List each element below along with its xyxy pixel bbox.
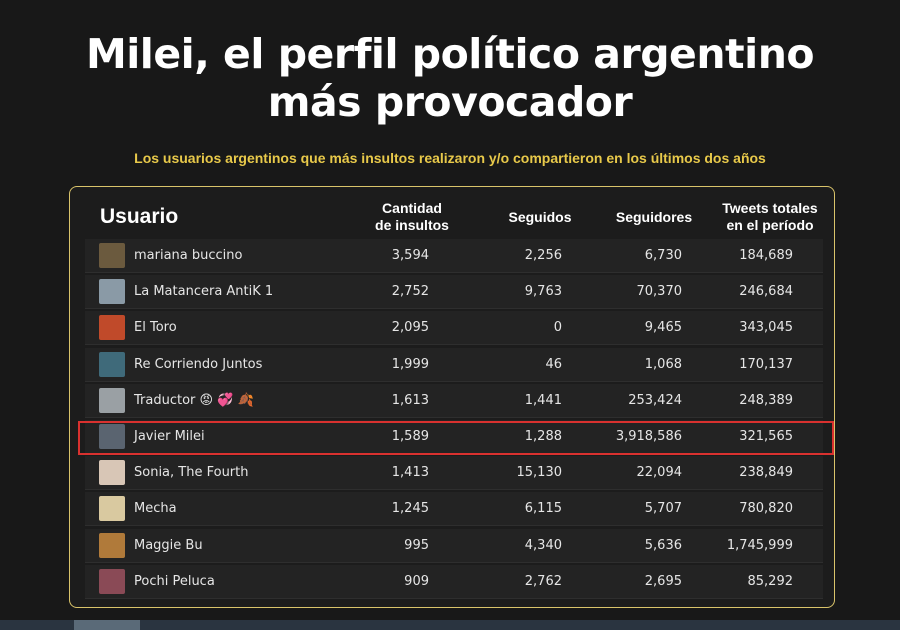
column-header-following: Seguidos [508, 209, 572, 225]
followers-cell: 70,370 [636, 284, 683, 300]
followers-cell: 5,707 [644, 501, 682, 517]
following-cell: 1,288 [524, 429, 562, 444]
following-cell: 1,441 [524, 392, 562, 408]
user-name: Maggie Bu [134, 537, 203, 553]
table-row: La Matancera AntiK 1 2,752 9,763 70,370 246,… [85, 275, 823, 310]
avatar [99, 351, 125, 377]
column-header-insults-line1: Cantidad [382, 200, 442, 216]
following-cell: 9,763 [524, 284, 562, 300]
avatar [99, 424, 125, 449]
followers-cell: 9,465 [644, 320, 682, 336]
insults-cell: 2,752 [391, 284, 429, 300]
column-header-user: Usuario [100, 205, 179, 228]
avatar [99, 387, 125, 413]
user-name: Javier Milei [134, 429, 205, 444]
table-row: Javier Milei 1,589 1,288 3,918,586 321,565 [85, 420, 823, 454]
table-row: mariana buccino 3,594 2,256 6,730 184,689 [85, 239, 823, 273]
avatar [99, 496, 125, 522]
user-name: Re Corriendo Juntos [134, 356, 263, 372]
insults-cell: 995 [404, 537, 429, 553]
insults-cell: 1,999 [391, 356, 429, 372]
table-row: Pochi Peluca 909 2,762 2,695 85,292 [85, 564, 823, 599]
following-cell: 2,256 [524, 248, 562, 263]
user-name: mariana buccino [134, 248, 243, 263]
following-cell: 2,762 [524, 573, 562, 589]
following-cell: 46 [545, 356, 562, 372]
tweets-cell: 321,565 [739, 429, 793, 444]
bottom-scrollbar[interactable] [0, 620, 900, 630]
followers-cell: 6,730 [644, 248, 682, 263]
followers-cell: 2,695 [644, 573, 682, 589]
column-header-tweets: Tweets totales en el período [708, 200, 832, 234]
following-cell: 15,130 [516, 465, 563, 481]
tweets-cell: 184,689 [739, 248, 793, 263]
avatar [99, 460, 125, 486]
following-cell: 4,340 [524, 537, 562, 553]
insults-cell: 3,594 [391, 248, 429, 263]
user-name: El Toro [134, 320, 177, 336]
user-name: Traductor 😡 💞 🍂 [134, 392, 254, 408]
tweets-cell: 1,745,999 [726, 537, 793, 553]
followers-cell: 1,068 [644, 356, 682, 372]
tweets-cell: 170,137 [739, 356, 793, 372]
user-name: Sonia, The Fourth [134, 465, 249, 481]
avatar [99, 315, 125, 341]
table-row: El Toro 2,095 0 9,465 343,045 [85, 311, 823, 346]
following-cell: 6,115 [524, 501, 562, 517]
table-row: Sonia, The Fourth 1,413 15,130 22,094 238,84… [85, 456, 823, 491]
title-line-1: Milei, el perfil político argentino [85, 30, 815, 78]
scrollbar-thumb[interactable] [74, 620, 140, 630]
insults-cell: 1,613 [391, 392, 429, 408]
column-header-followers: Seguidores [615, 209, 693, 225]
following-cell: 0 [553, 320, 562, 336]
title-line-2: más provocador [267, 78, 633, 126]
tweets-cell: 248,389 [739, 392, 793, 408]
tweets-cell: 246,684 [739, 284, 793, 300]
followers-cell: 22,094 [636, 465, 683, 481]
insults-cell: 909 [404, 573, 429, 589]
tweets-cell: 85,292 [747, 573, 794, 589]
avatar [99, 279, 125, 305]
column-header-tweets-line2: en el período [726, 217, 814, 233]
avatar [99, 532, 125, 558]
user-name: Mecha [134, 501, 177, 517]
avatar [99, 243, 125, 268]
insults-cell: 1,245 [391, 501, 429, 517]
user-name: La Matancera AntiK 1 [134, 284, 274, 300]
table-row: Mecha 1,245 6,115 5,707 780,820 [85, 492, 823, 527]
avatar [99, 568, 125, 594]
table-row: Traductor 😡 💞 🍂 1,613 1,441 253,424 248,389 [85, 383, 823, 418]
insults-cell: 1,413 [391, 465, 429, 481]
subtitle: Los usuarios argentinos que más insultos… [134, 150, 766, 166]
insults-cell: 2,095 [391, 320, 429, 336]
column-header-tweets-line1: Tweets totales [722, 200, 818, 216]
tweets-cell: 780,820 [739, 501, 793, 517]
followers-cell: 253,424 [628, 392, 682, 408]
tweets-cell: 343,045 [739, 320, 793, 336]
page-title: Milei, el perfil político argentino más … [0, 30, 900, 126]
insults-cell: 1,589 [391, 429, 429, 444]
followers-cell: 5,636 [644, 537, 682, 553]
table-row: Re Corriendo Juntos 1,999 46 1,068 170,137 [85, 347, 823, 382]
column-header-insults-line2: de insultos [375, 217, 449, 233]
tweets-cell: 238,849 [739, 465, 793, 481]
column-header-insults: Cantidad de insultos [352, 200, 472, 234]
table-row: Maggie Bu 995 4,340 5,636 1,745,999 [85, 528, 823, 563]
followers-cell: 3,918,586 [615, 429, 682, 444]
user-name: Pochi Peluca [134, 573, 215, 589]
